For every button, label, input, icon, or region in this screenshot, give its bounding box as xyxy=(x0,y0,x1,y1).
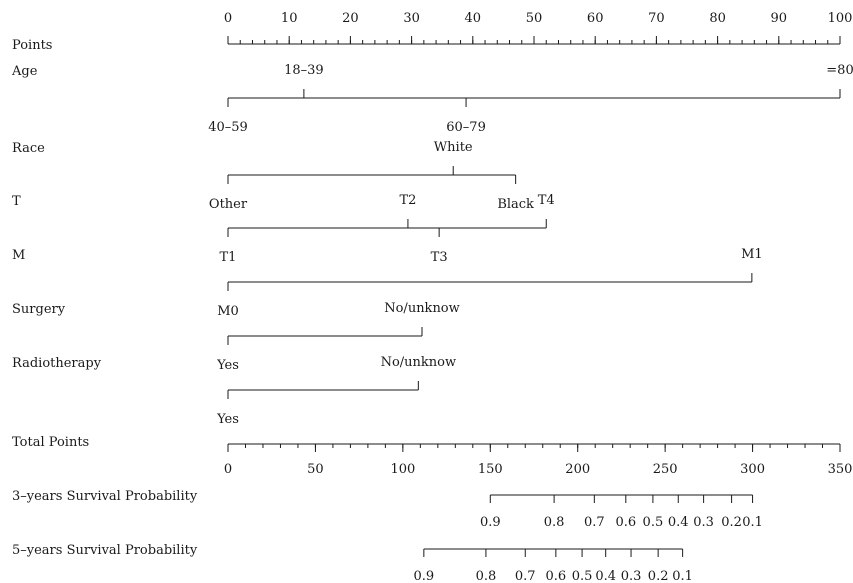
total-tick-label: 0 xyxy=(224,462,232,477)
points-tick-label: 80 xyxy=(709,11,726,26)
category-label: 60–79 xyxy=(446,120,486,135)
total-tick-label: 200 xyxy=(565,462,590,477)
probability-axis-1: 3–years Survival Probability 0.9 0.8 0.7 0.6… xyxy=(12,489,763,530)
total-points-axis-label: Total Points xyxy=(12,435,89,450)
probability-tick-label: 0.4 xyxy=(595,569,616,583)
probability-axes: 3–years Survival Probability 0.9 0.8 0.7 0.6… xyxy=(12,489,763,583)
category-label: 18–39 xyxy=(284,63,324,78)
probability-tick-label: 0.6 xyxy=(546,569,567,583)
probability-tick-label: 0.7 xyxy=(515,569,536,583)
category-label: M1 xyxy=(741,247,763,262)
probability-axis-2: 5–years Survival Probability 0.9 0.8 0.7 0.6… xyxy=(12,543,693,583)
probability-tick-label: 0.8 xyxy=(544,515,565,530)
variable-row-m: M M0 M1 xyxy=(12,247,763,319)
points-tick-label: 100 xyxy=(828,11,853,26)
probability-tick-label: 0.9 xyxy=(413,569,434,583)
variable-label: T xyxy=(12,194,21,209)
category-label: Yes xyxy=(216,412,239,427)
category-label: 40–59 xyxy=(208,120,248,135)
variable-label: Radiotherapy xyxy=(12,356,102,371)
category-label: No/unknow xyxy=(384,301,460,316)
probability-tick-label: 0.1 xyxy=(672,569,693,583)
total-tick-label: 350 xyxy=(828,462,853,477)
points-tick-label: 70 xyxy=(648,11,665,26)
variable-label: M xyxy=(12,248,25,263)
category-label: T1 xyxy=(220,250,237,265)
category-label: Black xyxy=(497,197,534,212)
category-label: Yes xyxy=(216,358,239,373)
variable-row-race: Race Other White Black xyxy=(12,140,534,212)
variable-row-age: Age 40–59 18–39 60–79 =80 xyxy=(11,63,853,135)
points-tick-label: 40 xyxy=(465,11,482,26)
probability-tick-label: 0.5 xyxy=(572,569,593,583)
variable-row-radiotherapy: Radiotherapy Yes No/unknow xyxy=(12,355,456,427)
category-label: =80 xyxy=(826,63,853,78)
points-tick-label: 50 xyxy=(526,11,543,26)
probability-tick-label: 0.3 xyxy=(693,515,714,530)
points-axis: 0 10 20 30 40 50 60 70 80 90 100 xyxy=(224,11,853,45)
category-label: No/unknow xyxy=(381,355,457,370)
points-tick-label: 0 xyxy=(224,11,232,26)
probability-tick-label: 0.6 xyxy=(615,515,636,530)
probability-tick-label: 0.9 xyxy=(480,515,501,530)
probability-tick-label: 0.2 xyxy=(721,515,742,530)
points-axis-group: Points 0 10 20 30 40 50 60 70 80 90 100 xyxy=(12,11,852,53)
variable-label: Surgery xyxy=(12,302,66,317)
category-label: T3 xyxy=(431,250,448,265)
probability-axis-label: 3–years Survival Probability xyxy=(12,489,198,504)
total-tick-label: 250 xyxy=(653,462,678,477)
category-label: White xyxy=(434,140,473,155)
points-tick-label: 20 xyxy=(342,11,359,26)
category-label: T4 xyxy=(538,193,555,208)
probability-tick-label: 0.4 xyxy=(668,515,689,530)
points-tick-label: 90 xyxy=(771,11,788,26)
total-tick-label: 50 xyxy=(307,462,324,477)
probability-axis-label: 5–years Survival Probability xyxy=(12,543,198,558)
probability-tick-label: 0.2 xyxy=(648,569,669,583)
category-label: Other xyxy=(209,197,248,212)
variable-row-surgery: Surgery Yes No/unknow xyxy=(12,301,460,373)
points-tick-label: 30 xyxy=(403,11,420,26)
category-label: M0 xyxy=(217,304,239,319)
total-points-axis: 0 50 100 150 200 250 300 350 xyxy=(224,443,853,477)
variable-label: Age xyxy=(11,64,38,79)
points-axis-label: Points xyxy=(12,38,52,53)
probability-tick-label: 0.5 xyxy=(643,515,664,530)
total-tick-label: 100 xyxy=(390,462,415,477)
variable-row-t: T T1 T2 T3 T4 xyxy=(12,193,555,265)
total-tick-label: 300 xyxy=(740,462,765,477)
total-tick-label: 150 xyxy=(478,462,503,477)
points-tick-label: 10 xyxy=(281,11,298,26)
category-label: T2 xyxy=(399,193,416,208)
variable-rows: Age 40–59 18–39 60–79 =80 Race Other White Black… xyxy=(11,63,853,427)
variable-label: Race xyxy=(12,141,45,156)
points-tick-label: 60 xyxy=(587,11,604,26)
probability-tick-label: 0.3 xyxy=(621,569,642,583)
total-points-axis-group: Total Points 0 50 100 150 200 250 300 350 xyxy=(12,435,852,477)
probability-tick-label: 0.8 xyxy=(476,569,497,583)
probability-tick-label: 0.7 xyxy=(584,515,605,530)
probability-tick-label: 0.1 xyxy=(742,515,763,530)
